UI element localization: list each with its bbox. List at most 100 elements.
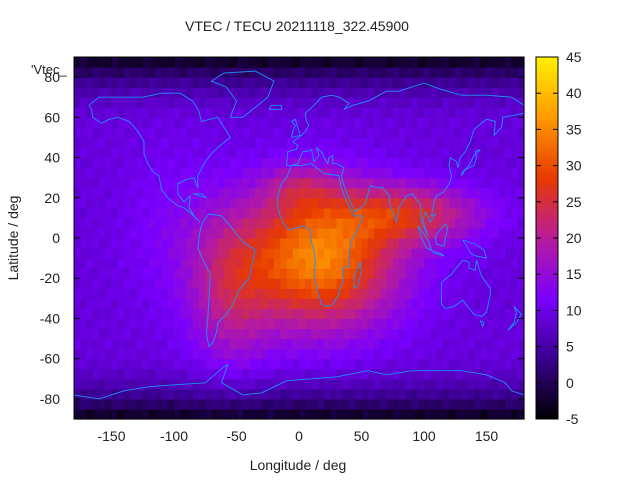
heatmap-cell [399,117,406,128]
heatmap-cell [330,157,338,169]
heatmap-cell [499,57,506,68]
heatmap-cell [155,318,163,330]
heatmap-cell [161,67,169,78]
heatmap-cell [399,147,406,159]
heatmap-cell [336,378,344,390]
heatmap-cell [186,388,194,400]
heatmap-cell [305,87,313,98]
heatmap-cell [280,268,288,279]
heatmap-cell [405,227,413,239]
colorbar-segment [536,358,558,363]
heatmap-cell [199,318,206,330]
heatmap-cell [511,97,519,108]
heatmap-cell [117,197,125,209]
heatmap-cell [355,318,363,330]
heatmap-cell [211,408,219,420]
heatmap-cell [174,207,181,219]
heatmap-cell [355,298,363,309]
heatmap-cell [374,318,381,330]
heatmap-cell [155,268,163,279]
heatmap-cell [224,77,231,88]
heatmap-cell [92,227,100,239]
heatmap-cell [117,77,125,88]
heatmap-cell [324,57,331,68]
heatmap-cell [399,248,406,259]
heatmap-cell [249,308,256,320]
heatmap-cell [305,177,313,189]
heatmap-cell [192,127,200,139]
heatmap-cell [324,308,331,320]
heatmap-cell [99,318,106,330]
heatmap-cell [255,368,263,380]
heatmap-cell [255,268,263,279]
heatmap-cell [292,398,300,410]
heatmap-cell [211,288,219,299]
heatmap-cell [461,398,469,410]
heatmap-cell [161,87,169,98]
heatmap-cell [136,258,144,269]
heatmap-cell [236,207,244,219]
y-tick-label: 40 [44,150,60,166]
heatmap-cell [74,87,81,98]
heatmap-cell [505,77,513,88]
heatmap-cell [292,207,300,219]
heatmap-cell [111,288,119,299]
coastline [268,104,282,110]
heatmap-cell [492,298,500,309]
heatmap-cell [311,358,319,370]
heatmap-cell [330,278,338,289]
heatmap-cell [286,318,294,330]
y-tick-label: 0 [52,230,60,246]
heatmap-cell [417,388,425,400]
heatmap-cell [461,57,469,68]
heatmap-cell [286,117,294,128]
heatmap-cell [286,248,294,259]
heatmap-cell [492,308,500,320]
heatmap-cell [336,328,344,340]
heatmap-cell [74,217,81,229]
colorbar-segment [536,96,558,100]
heatmap-cell [311,127,319,139]
heatmap-cell [349,378,356,390]
heatmap-cell [186,318,194,330]
heatmap-cell [430,358,438,370]
heatmap-cell [367,227,375,239]
heatmap-cell [192,378,200,390]
colorbar-segment [536,84,558,88]
heatmap-cell [317,117,325,128]
heatmap-cell [161,57,169,68]
heatmap-cell [411,408,419,420]
heatmap-cell [342,248,350,259]
heatmap-cell [124,238,131,249]
heatmap-cell [486,157,494,169]
heatmap-cell [236,408,244,420]
heatmap-cell [361,207,369,219]
heatmap-cell [367,157,375,169]
heatmap-cell [467,67,475,78]
heatmap-cell [255,388,263,400]
heatmap-cell [136,398,144,410]
heatmap-cell [349,107,356,118]
heatmap-cell [124,227,131,239]
heatmap-cell [511,57,519,68]
heatmap-cell [155,398,163,410]
heatmap-cell [367,378,375,390]
heatmap-cell [117,167,125,179]
heatmap-cell [80,328,88,340]
heatmap-cell [261,157,269,169]
heatmap-cell [411,107,419,118]
heatmap-cell [436,137,444,149]
colorbar-segment [536,171,558,176]
heatmap-cell [267,137,275,149]
heatmap-cell [205,368,213,380]
heatmap-cell [355,268,363,279]
heatmap-cell [130,67,138,78]
heatmap-cell [86,217,94,229]
heatmap-cell [217,57,225,68]
heatmap-cell [499,288,506,299]
heatmap-cell [299,107,306,118]
heatmap-cell [324,328,331,340]
heatmap-cell [155,328,163,340]
heatmap-cell [317,177,325,189]
heatmap-cell [149,57,156,68]
